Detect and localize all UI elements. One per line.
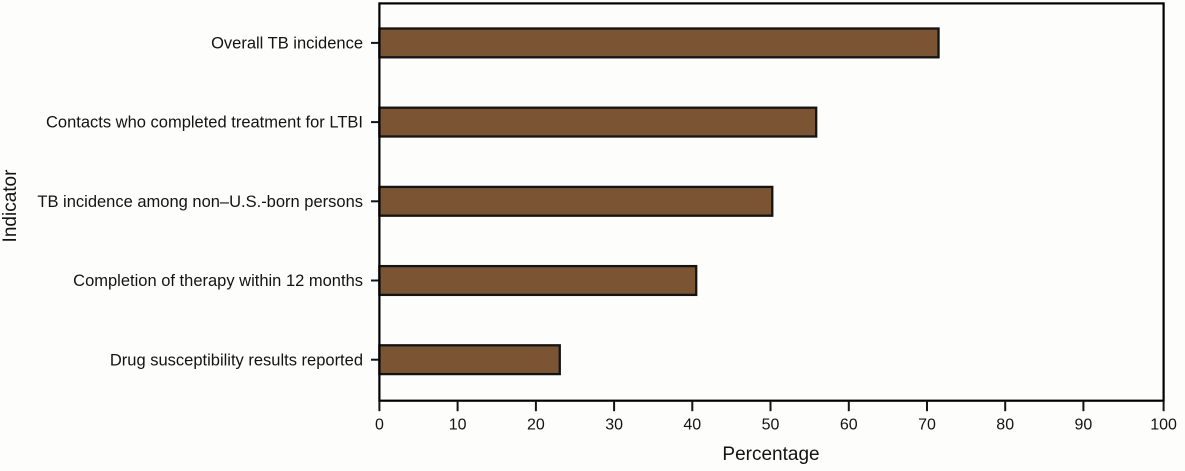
svg-text:Completion of therapy within 1: Completion of therapy within 12 months xyxy=(73,272,363,290)
svg-text:TB incidence among non–U.S.-bo: TB incidence among non–U.S.-born persons xyxy=(37,193,363,211)
svg-text:Indicator: Indicator xyxy=(0,169,21,243)
svg-text:30: 30 xyxy=(605,417,623,434)
svg-text:10: 10 xyxy=(449,417,467,434)
svg-text:80: 80 xyxy=(996,417,1014,434)
svg-text:0: 0 xyxy=(375,417,384,434)
svg-text:Contacts who completed treatme: Contacts who completed treatment for LTB… xyxy=(46,114,363,132)
svg-text:60: 60 xyxy=(840,417,858,434)
svg-text:20: 20 xyxy=(527,417,545,434)
svg-text:Drug susceptibility results re: Drug susceptibility results reported xyxy=(110,351,363,369)
svg-text:Percentage: Percentage xyxy=(722,444,819,465)
svg-text:Overall TB incidence: Overall TB incidence xyxy=(211,35,363,53)
svg-text:40: 40 xyxy=(683,417,701,434)
svg-text:90: 90 xyxy=(1075,417,1093,434)
svg-text:50: 50 xyxy=(762,417,780,434)
svg-text:70: 70 xyxy=(918,417,936,434)
svg-text:100: 100 xyxy=(1150,417,1177,434)
